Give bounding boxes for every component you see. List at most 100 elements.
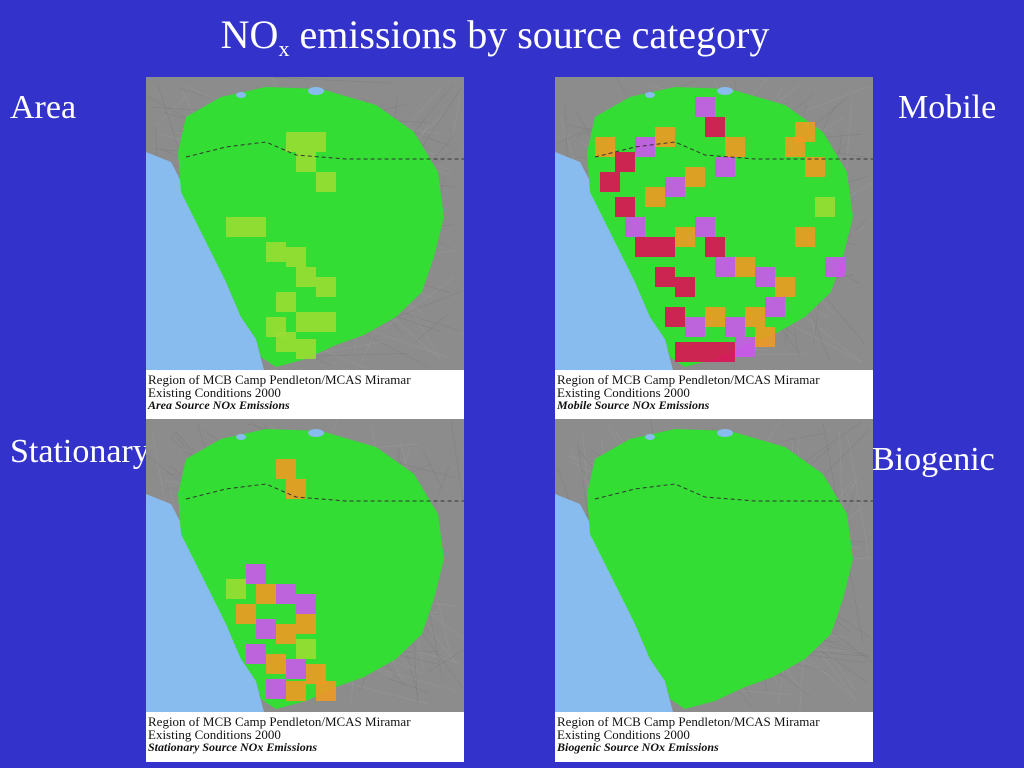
emission-cell-low <box>296 152 316 172</box>
emission-cell-very_high <box>705 117 725 137</box>
label-biogenic: Biogenic <box>872 441 995 478</box>
emission-cell-high <box>685 317 705 337</box>
emission-cell-medium <box>286 681 306 701</box>
emission-cell-low <box>296 267 316 287</box>
emission-cell-high <box>825 257 845 277</box>
boundary-line <box>185 483 464 502</box>
emission-cell-medium <box>795 122 815 142</box>
emission-cell-medium <box>316 681 336 701</box>
terrain-ridge <box>847 435 869 554</box>
emission-cell-low <box>306 132 326 152</box>
emission-cell-very_high <box>655 267 675 287</box>
caption-conditions: Existing Conditions 2000 <box>557 727 690 742</box>
emission-cell-low <box>316 312 336 332</box>
map-panel-area: Region of MCB Camp Pendleton/MCAS Mirama… <box>146 77 464 420</box>
emission-cell-high <box>715 257 735 277</box>
emission-cell-high <box>286 659 306 679</box>
lake <box>236 434 246 440</box>
emission-cell-low <box>276 292 296 312</box>
emission-cell-very_high <box>705 237 725 257</box>
biogenic-caption: Region of MCB Camp Pendleton/MCAS Mirama… <box>557 715 871 754</box>
caption-conditions: Existing Conditions 2000 <box>557 385 690 400</box>
caption-region: Region of MCB Camp Pendleton/MCAS Mirama… <box>557 714 820 729</box>
emission-cell-low <box>316 172 336 192</box>
label-mobile: Mobile <box>898 89 997 126</box>
emission-cell-low <box>296 639 316 659</box>
stationary-caption: Region of MCB Camp Pendleton/MCAS Mirama… <box>148 715 462 754</box>
emission-cell-low <box>226 579 246 599</box>
emission-cell-medium <box>655 127 675 147</box>
ocean <box>555 494 673 712</box>
emission-cell-very_high <box>695 342 715 362</box>
emission-cell-high <box>266 679 286 699</box>
map-panel-stationary: Region of MCB Camp Pendleton/MCAS Mirama… <box>146 419 464 762</box>
terrain-ridge <box>389 678 429 693</box>
emission-cell-very_high <box>655 237 675 257</box>
terrain-ridge <box>803 86 870 113</box>
boundary-line <box>594 483 873 502</box>
land-region <box>178 429 444 709</box>
emission-cell-low <box>296 312 316 332</box>
terrain-ridge <box>427 649 464 673</box>
emission-cell-very_high <box>665 307 685 327</box>
emission-cell-medium <box>236 604 256 624</box>
emission-cell-medium <box>725 137 745 157</box>
lake <box>717 429 733 437</box>
terrain-ridge <box>415 313 449 342</box>
emission-cell-medium <box>645 187 665 207</box>
emission-cell-medium <box>256 584 276 604</box>
emission-cell-high <box>695 97 715 117</box>
emission-cell-very_high <box>715 342 735 362</box>
caption-source: Stationary Source NOx Emissions <box>148 740 318 754</box>
terrain-ridge <box>273 77 392 84</box>
emission-cell-low <box>266 242 286 262</box>
emission-cell-very_high <box>635 237 655 257</box>
emission-cell-high <box>256 619 276 639</box>
land-region <box>587 429 853 709</box>
lake <box>236 92 246 98</box>
terrain-ridge <box>381 277 455 330</box>
emission-cell-medium <box>805 157 825 177</box>
emission-cell-low <box>286 132 306 152</box>
emission-cell-high <box>755 267 775 287</box>
emission-cell-very_high <box>615 152 635 172</box>
caption-conditions: Existing Conditions 2000 <box>148 385 281 400</box>
emission-cell-high <box>635 137 655 157</box>
emission-cell-high <box>296 594 316 614</box>
terrain-ridge <box>155 92 192 126</box>
stationary-map <box>146 419 464 712</box>
map-panel-mobile: Region of MCB Camp Pendleton/MCAS Mirama… <box>555 77 873 420</box>
terrain-ridge <box>564 104 568 166</box>
emission-cell-medium <box>685 167 705 187</box>
emission-cell-high <box>665 177 685 197</box>
emission-cell-high <box>715 157 735 177</box>
caption-region: Region of MCB Camp Pendleton/MCAS Mirama… <box>148 714 411 729</box>
emission-cell-medium <box>735 257 755 277</box>
emission-cell-low <box>226 217 246 237</box>
lake <box>308 87 324 95</box>
emission-cell-very_high <box>675 277 695 297</box>
emission-cell-medium <box>775 277 795 297</box>
caption-region: Region of MCB Camp Pendleton/MCAS Mirama… <box>557 372 820 387</box>
area-caption: Region of MCB Camp Pendleton/MCAS Mirama… <box>148 373 462 412</box>
boundary-line <box>185 141 464 160</box>
area-map <box>146 77 464 370</box>
emission-cell-high <box>765 297 785 317</box>
caption-region: Region of MCB Camp Pendleton/MCAS Mirama… <box>148 372 411 387</box>
ocean <box>146 494 264 712</box>
emission-cell-high <box>695 217 715 237</box>
emission-cell-low <box>286 247 306 267</box>
emission-cell-high <box>246 644 266 664</box>
emission-cell-very_high <box>600 172 620 192</box>
boundary-line <box>594 141 873 160</box>
emission-cell-low <box>296 339 316 359</box>
emission-cell-low <box>316 277 336 297</box>
ocean <box>146 152 264 370</box>
lake <box>645 92 655 98</box>
caption-conditions: Existing Conditions 2000 <box>148 727 281 742</box>
terrain-ridge <box>452 96 461 138</box>
map-panel-biogenic: Region of MCB Camp Pendleton/MCAS Mirama… <box>555 419 873 762</box>
label-stationary: Stationary <box>10 433 150 470</box>
emission-cell-medium <box>306 664 326 684</box>
caption-source: Area Source NOx Emissions <box>148 398 290 412</box>
